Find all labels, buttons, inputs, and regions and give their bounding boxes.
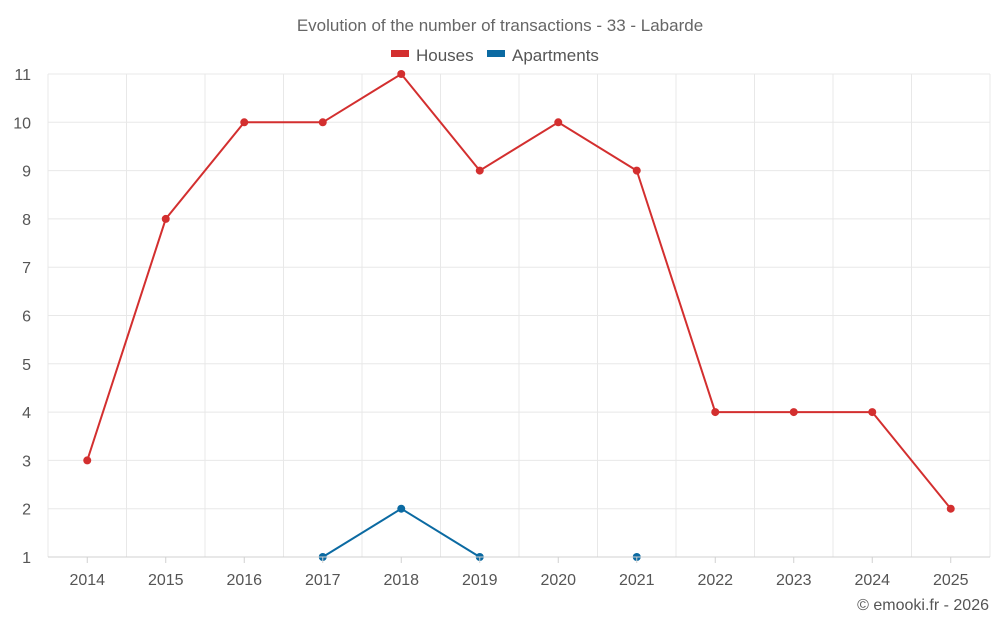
x-tick-label: 2016 bbox=[226, 572, 262, 589]
x-tick-label: 2024 bbox=[854, 572, 890, 589]
x-tick-label: 2023 bbox=[776, 572, 812, 589]
legend-item-houses[interactable]: Houses bbox=[391, 46, 474, 65]
y-tick-label: 9 bbox=[22, 164, 31, 181]
data-point-houses-2021[interactable] bbox=[632, 166, 641, 175]
series-line-apartments bbox=[322, 507, 481, 558]
y-tick-label: 6 bbox=[22, 309, 31, 326]
x-tick-label: 2021 bbox=[619, 572, 655, 589]
legend-label: Apartments bbox=[512, 46, 599, 65]
y-tick-label: 5 bbox=[22, 357, 31, 374]
data-point-houses-2017[interactable] bbox=[318, 118, 327, 127]
x-tick-label: 2019 bbox=[462, 572, 498, 589]
legend-item-apartments[interactable]: Apartments bbox=[487, 46, 599, 65]
data-point-houses-2023[interactable] bbox=[789, 408, 798, 417]
data-point-houses-2018[interactable] bbox=[397, 70, 406, 78]
legend-label: Houses bbox=[416, 46, 474, 65]
data-point-houses-2022[interactable] bbox=[711, 408, 720, 417]
data-point-houses-2020[interactable] bbox=[554, 118, 563, 127]
data-point-houses-2019[interactable] bbox=[475, 166, 484, 175]
y-tick-label: 1 bbox=[22, 550, 31, 567]
x-tick-label: 2022 bbox=[697, 572, 733, 589]
data-point-houses-2016[interactable] bbox=[240, 118, 249, 127]
y-tick-label: 10 bbox=[13, 115, 31, 132]
x-tick-label: 2020 bbox=[540, 572, 576, 589]
data-point-apartments-2018[interactable] bbox=[397, 504, 406, 513]
series-layer bbox=[83, 70, 955, 561]
series-line-houses bbox=[86, 72, 952, 510]
legend-swatch bbox=[391, 50, 409, 57]
x-tick-label: 2015 bbox=[148, 572, 184, 589]
x-tick-label: 2018 bbox=[383, 572, 419, 589]
chart-title: Evolution of the number of transactions … bbox=[297, 16, 703, 35]
y-tick-label: 11 bbox=[14, 67, 31, 84]
y-tick-label: 4 bbox=[22, 405, 31, 422]
series-houses bbox=[83, 70, 955, 513]
data-point-houses-2015[interactable] bbox=[161, 214, 170, 223]
x-tick-label: 2017 bbox=[305, 572, 341, 589]
x-tick-label: 2014 bbox=[69, 572, 105, 589]
credit-text: © emooki.fr - 2026 bbox=[857, 597, 989, 614]
legend[interactable]: Houses Apartments bbox=[391, 46, 599, 65]
series-apartments bbox=[318, 504, 641, 561]
axes: 1 2 3 4 5 6 7 8 9 10 11 2014 2015 2016 2017 2018 2019 202… bbox=[13, 67, 990, 589]
data-point-houses-2014[interactable] bbox=[83, 456, 92, 465]
legend-swatch bbox=[487, 50, 505, 57]
x-tick-label: 2025 bbox=[933, 572, 969, 589]
y-tick-label: 8 bbox=[22, 212, 31, 229]
y-tick-label: 3 bbox=[22, 453, 31, 470]
grid bbox=[47, 73, 991, 558]
y-tick-label: 7 bbox=[22, 260, 31, 277]
data-point-houses-2024[interactable] bbox=[868, 408, 877, 417]
y-tick-label: 2 bbox=[22, 502, 31, 519]
data-point-houses-2025[interactable] bbox=[946, 504, 955, 513]
